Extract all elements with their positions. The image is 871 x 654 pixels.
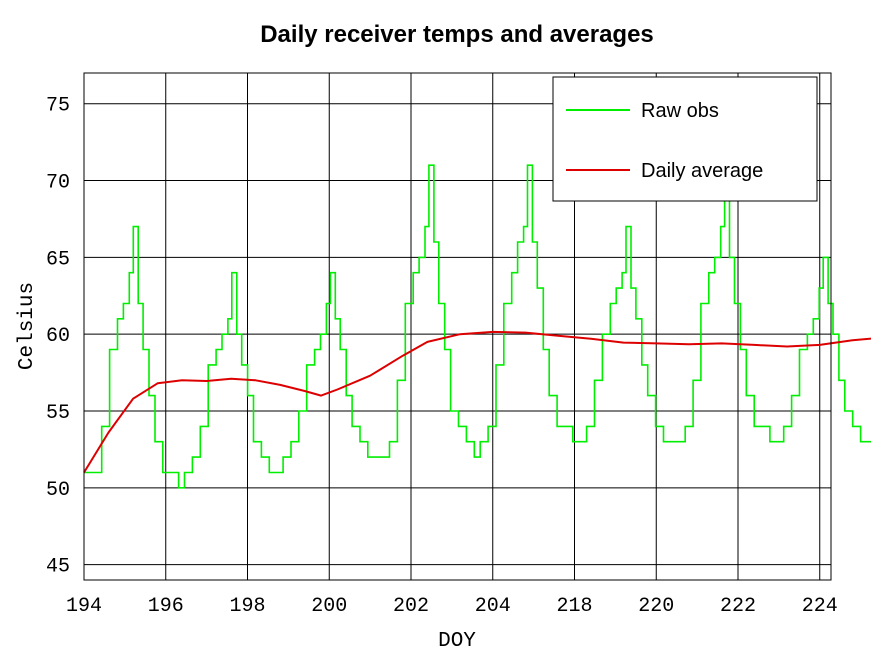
series-daily-average [83, 330, 871, 474]
x-tick-label: 196 [148, 595, 184, 618]
y-tick-label: 45 [46, 556, 70, 579]
plot-frame [83, 72, 832, 581]
legend-box [552, 76, 818, 202]
x-tick-label: 204 [475, 595, 511, 618]
series-raw-obs [84, 164, 871, 489]
y-axis-label: Celsius [16, 282, 39, 370]
x-tick-labels: 194 196 198 200 202 204 218 220 222 224 [66, 595, 838, 618]
legend-label-daily-average: Daily average [641, 160, 763, 182]
x-axis-label: DOY [438, 630, 476, 653]
chart-title: Daily receiver temps and averages [260, 21, 654, 48]
x-tick-label: 200 [311, 595, 347, 618]
legend-label-raw-obs: Raw obs [641, 100, 719, 122]
x-tick-label: 202 [393, 595, 429, 618]
plot-series [83, 164, 871, 489]
y-tick-label: 65 [46, 248, 70, 271]
y-tick-labels: 45 50 55 60 65 70 75 [46, 95, 70, 579]
grid [83, 73, 831, 580]
x-tick-label: 218 [556, 595, 592, 618]
x-tick-label: 222 [720, 595, 756, 618]
x-tick-label: 198 [229, 595, 265, 618]
x-tick-label: 194 [66, 595, 102, 618]
legend: Raw obs Daily average [552, 76, 818, 202]
y-tick-label: 60 [46, 325, 70, 348]
x-tick-label: 220 [638, 595, 674, 618]
y-tick-label: 50 [46, 479, 70, 502]
y-tick-label: 75 [46, 95, 70, 118]
x-tick-label: 224 [802, 595, 838, 618]
y-tick-label: 70 [46, 172, 70, 195]
y-tick-label: 55 [46, 402, 70, 425]
